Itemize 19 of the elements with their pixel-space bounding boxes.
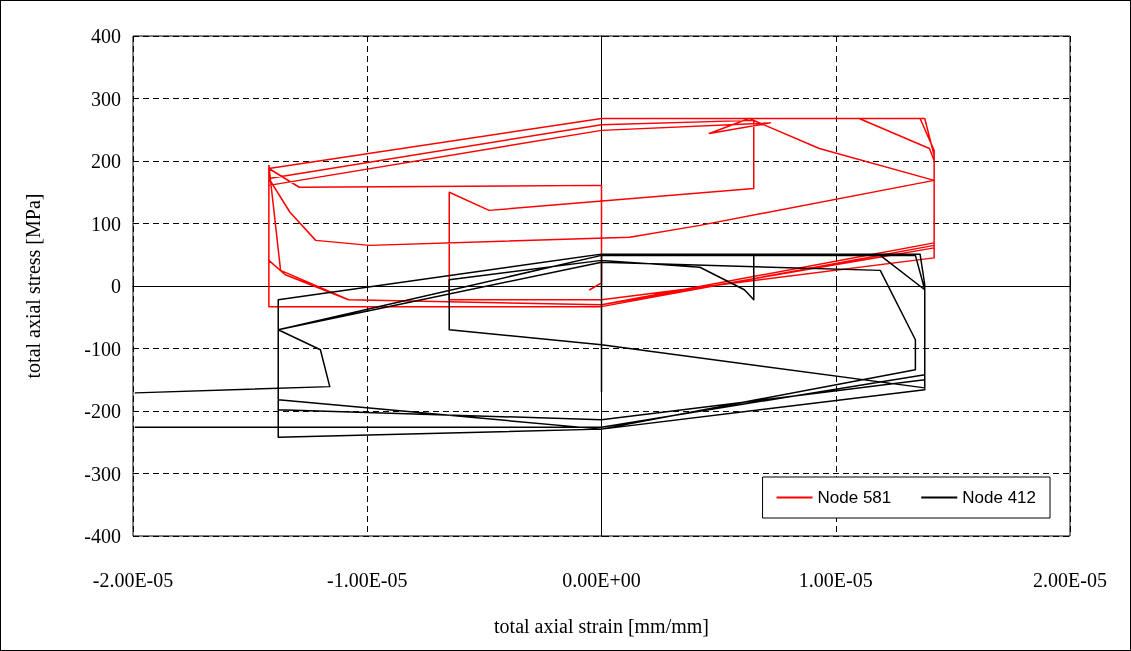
legend-label: Node 412 xyxy=(962,488,1037,507)
x-tick-label: -1.00E-05 xyxy=(326,569,408,591)
y-axis-title: total axial stress [MPa] xyxy=(22,193,44,379)
x-axis-title: total axial strain [mm/mm] xyxy=(494,615,709,637)
x-tick-label: 1.00E-05 xyxy=(798,569,873,591)
y-tick-label: 0 xyxy=(111,275,121,297)
x-tick-label: 2.00E-05 xyxy=(1033,569,1107,591)
line-series xyxy=(268,117,935,308)
legend-label: Node 581 xyxy=(817,488,892,507)
y-tick-label: -400 xyxy=(84,525,121,547)
y-tick-label: 200 xyxy=(91,150,121,172)
y-tick-label: 300 xyxy=(91,87,121,110)
y-tick-label: 100 xyxy=(91,212,121,235)
y-tick-label: -200 xyxy=(84,400,121,422)
x-tick-label: 0.00E+00 xyxy=(562,569,641,591)
y-tick-label: 400 xyxy=(91,25,121,47)
y-tick-label: -300 xyxy=(84,462,121,485)
y-tick-label: -100 xyxy=(84,337,121,360)
x-tick-label: -2.00E-05 xyxy=(92,569,174,591)
